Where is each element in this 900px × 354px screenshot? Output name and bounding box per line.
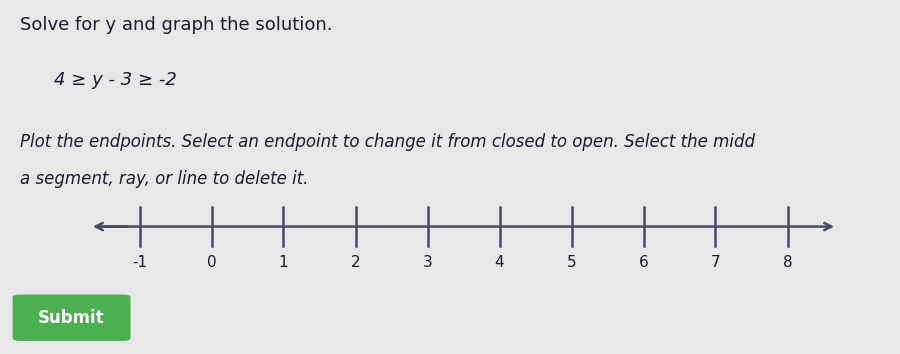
Text: 3: 3 bbox=[423, 255, 432, 270]
Text: 8: 8 bbox=[783, 255, 792, 270]
Text: 5: 5 bbox=[567, 255, 576, 270]
Text: 6: 6 bbox=[639, 255, 648, 270]
Text: 0: 0 bbox=[207, 255, 216, 270]
Text: 7: 7 bbox=[711, 255, 720, 270]
FancyBboxPatch shape bbox=[13, 295, 130, 341]
Text: 1: 1 bbox=[279, 255, 288, 270]
Text: -1: -1 bbox=[132, 255, 147, 270]
Text: 2: 2 bbox=[351, 255, 360, 270]
Text: a segment, ray, or line to delete it.: a segment, ray, or line to delete it. bbox=[20, 170, 309, 188]
Text: Solve for y and graph the solution.: Solve for y and graph the solution. bbox=[20, 16, 332, 34]
Text: Plot the endpoints. Select an endpoint to change it from closed to open. Select : Plot the endpoints. Select an endpoint t… bbox=[20, 133, 755, 151]
Text: Submit: Submit bbox=[38, 309, 105, 327]
Text: 4: 4 bbox=[495, 255, 504, 270]
Text: 4 ≥ y - 3 ≥ -2: 4 ≥ y - 3 ≥ -2 bbox=[54, 71, 177, 89]
